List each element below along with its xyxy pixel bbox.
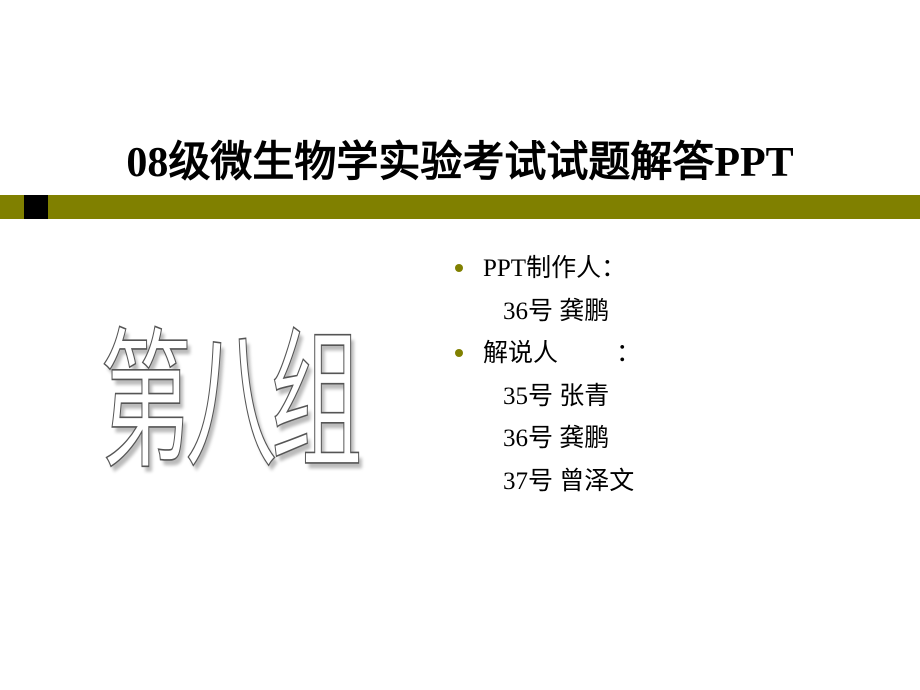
maker-row: PPT制作人： xyxy=(455,248,643,291)
title-underline-square xyxy=(24,195,48,219)
title-underline-bar xyxy=(0,195,920,219)
speaker-name-2: 37号 曾泽文 xyxy=(503,461,643,504)
speaker-names: 35号 张青 36号 龚鹏 37号 曾泽文 xyxy=(503,376,643,504)
speaker-name-0: 35号 张青 xyxy=(503,376,643,419)
bullet-icon xyxy=(455,264,463,272)
credits-block: PPT制作人： 36号 龚鹏 解说人 ： 35号 张青 36号 龚鹏 37号 曾泽… xyxy=(455,248,643,503)
maker-names: 36号 龚鹏 xyxy=(503,291,643,334)
speaker-name-1: 36号 龚鹏 xyxy=(503,418,643,461)
slide-title: 08级微生物学实验考试试题解答PPT xyxy=(0,128,920,189)
speaker-label-text: 解说人 xyxy=(483,340,558,367)
wordart-group-name: 第八组 xyxy=(100,280,356,499)
speaker-row: 解说人 ： xyxy=(455,333,643,376)
speaker-colon: ： xyxy=(616,340,641,367)
bullet-icon xyxy=(455,349,463,357)
speaker-label: 解说人 ： xyxy=(483,333,641,376)
maker-label: PPT制作人： xyxy=(483,248,643,291)
maker-name-0: 36号 龚鹏 xyxy=(503,291,643,334)
